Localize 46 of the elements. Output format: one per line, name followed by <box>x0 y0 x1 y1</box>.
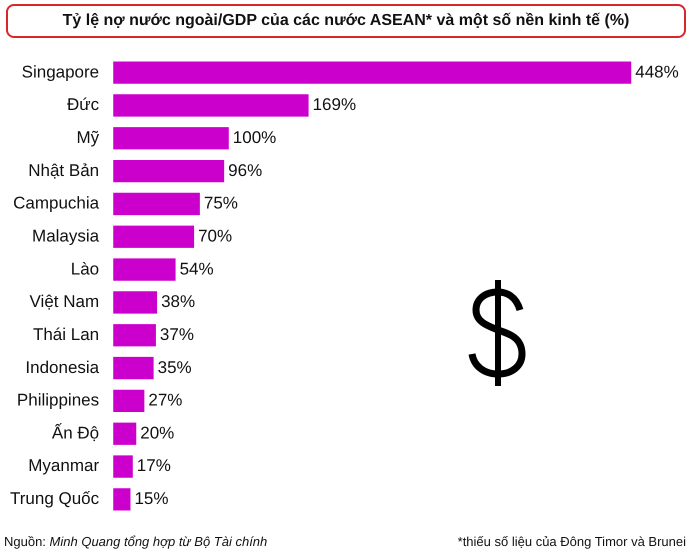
data-label: 27% <box>148 390 182 410</box>
bar <box>113 61 632 84</box>
y-tick-label: Myanmar <box>28 456 100 476</box>
y-tick-label: Philippines <box>16 390 100 410</box>
y-tick-label: Đức <box>66 95 100 114</box>
text: *thiếu số liệu của Đông Timor và Brunei <box>458 534 686 549</box>
data-label: 96% <box>228 160 262 180</box>
bar <box>113 488 130 511</box>
text: Minh Quang tổng hợp từ Bộ Tài chính <box>50 534 268 549</box>
data-label: 17% <box>136 456 171 476</box>
data-label: 38% <box>161 292 196 312</box>
bar <box>113 422 136 445</box>
bar <box>113 390 144 412</box>
chart-title: Tỷ lệ nợ nước ngoài/GDP của các nước ASEAN* và một số nền kinh tế (%) <box>6 4 686 38</box>
y-tick-label: Malaysia <box>32 226 100 246</box>
data-label: 37% <box>160 324 194 344</box>
data-label: 35% <box>158 358 192 377</box>
bar <box>113 192 200 216</box>
y-tick-label: Campuchia <box>13 194 100 213</box>
data-label: 100% <box>232 128 276 147</box>
y-tick-label: Mỹ <box>76 128 100 147</box>
y-tick-label: Trung Quốc <box>10 489 100 508</box>
bar <box>113 160 224 182</box>
y-tick-label: Việt Nam <box>30 292 100 312</box>
y-tick-label: Ấn Độ <box>52 422 100 442</box>
bar <box>113 291 158 314</box>
data-label: 169% <box>312 95 356 114</box>
data-label: 15% <box>134 489 169 508</box>
bar <box>113 455 133 478</box>
bar <box>113 258 176 281</box>
data-label: 20% <box>140 423 174 442</box>
data-label: 448% <box>635 62 679 82</box>
y-tick-label: Thái Lan <box>32 324 100 344</box>
bar <box>113 356 154 380</box>
bar <box>113 226 194 248</box>
bar <box>113 94 309 117</box>
text: Nguồn: <box>4 534 46 549</box>
data-label: 70% <box>198 226 232 246</box>
bar <box>113 127 229 150</box>
y-tick-label: Singapore <box>22 62 100 82</box>
y-tick-label: Lào <box>70 259 100 278</box>
y-tick-label: Nhật Bản <box>28 160 100 180</box>
data-label: 75% <box>204 194 238 213</box>
bar <box>113 324 156 346</box>
data-label: 54% <box>180 259 214 278</box>
y-tick-label: Indonesia <box>25 358 100 377</box>
